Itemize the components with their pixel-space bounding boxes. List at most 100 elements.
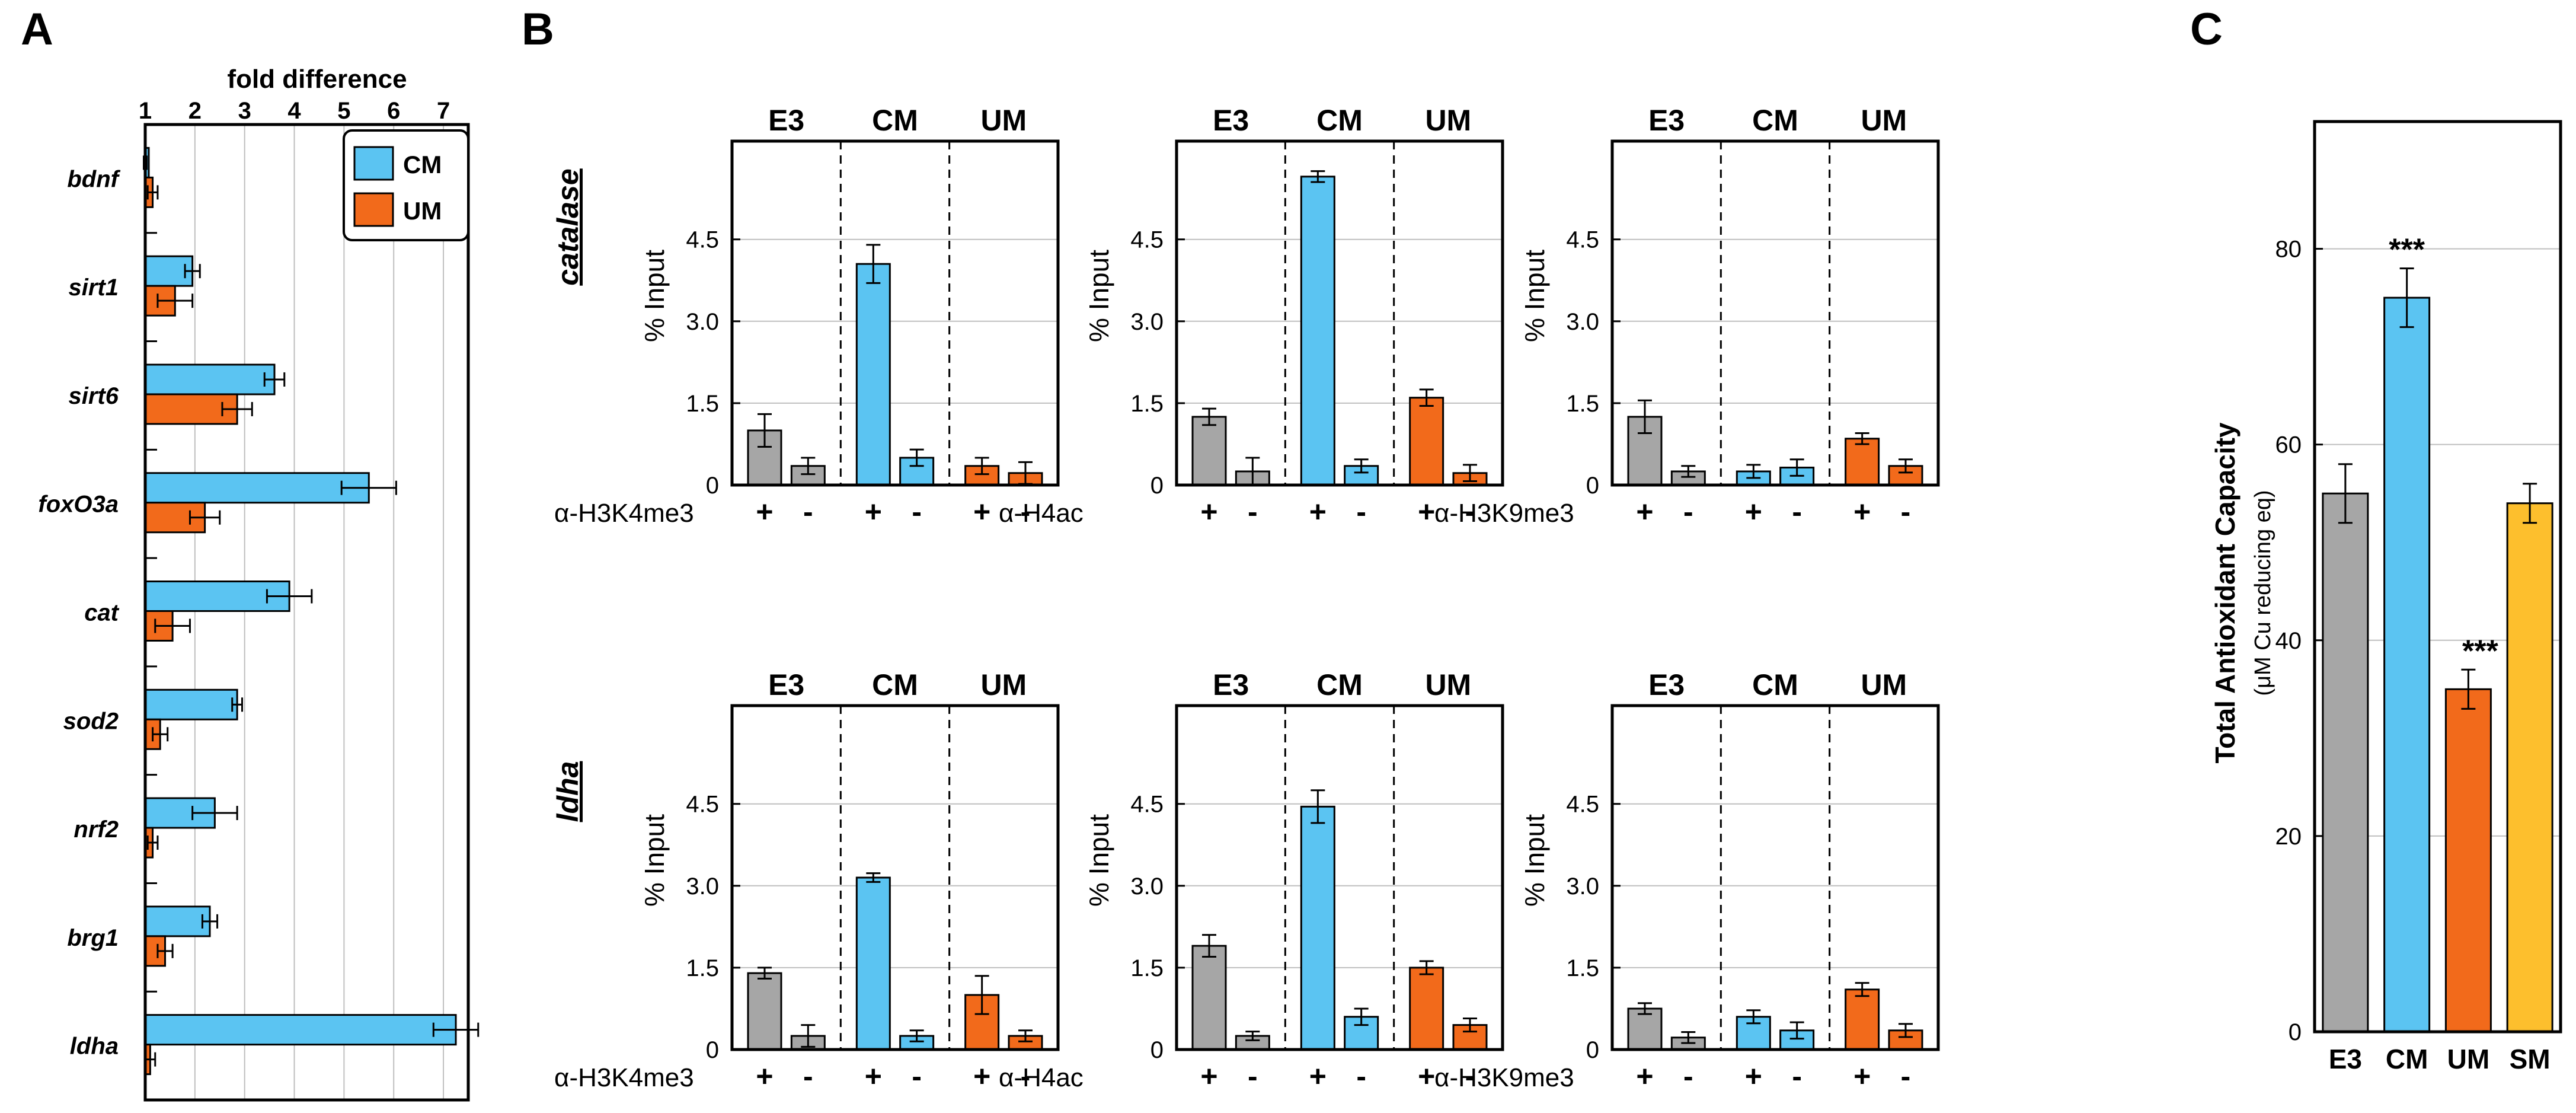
panel-b-condition-label: - xyxy=(1683,495,1693,528)
panel-b-y-tick-label: 0 xyxy=(1586,473,1599,499)
panel-b-group-label-um: UM xyxy=(1425,104,1471,137)
panel-c: 0 20 40 60 80 E3 CM *** UM *** SM Total Antioxidant… xyxy=(2210,120,2562,1074)
panel-a-title: fold difference xyxy=(227,65,407,94)
panel-b-condition-label: - xyxy=(1021,495,1031,528)
panel-b-group-label-um: UM xyxy=(1425,668,1471,701)
panel-b-condition-label: + xyxy=(1418,495,1435,528)
panel-b-group-label-cm: CM xyxy=(1752,104,1798,137)
panel-a-plot-frame xyxy=(143,123,470,1102)
panel-b-y-tick-label: 4.5 xyxy=(1566,227,1599,253)
panel-b-y-axis-label: % Input xyxy=(1519,250,1550,342)
panel-b-y-tick-label: 0 xyxy=(1150,473,1164,499)
panel-a-x-tick-label: 3 xyxy=(238,98,251,124)
panel-b-y-tick-label: 4.5 xyxy=(686,227,719,253)
panel-b-antibody-label: α-H3K9me3 xyxy=(1434,499,1574,528)
panel-b-condition-label: - xyxy=(803,1060,813,1093)
panel-a-x-tick-label: 6 xyxy=(387,98,400,124)
panel-b-y-tick-label: 3.0 xyxy=(1130,309,1164,335)
panel-b-y-axis-label: % Input xyxy=(1084,814,1114,907)
panel-b-y-tick-label: 1.5 xyxy=(686,391,719,417)
panel-b-bar-cm xyxy=(1300,805,1335,1051)
panel-b-antibody-label: α-H4ac xyxy=(999,1063,1084,1092)
panel-b-group-label-cm: CM xyxy=(872,104,918,137)
panel-b-condition-label: + xyxy=(865,1060,882,1093)
panel-b-group-label-e3: E3 xyxy=(1213,104,1249,137)
panel-c-y-axis-label: Total Antioxidant Capacity xyxy=(2210,422,2241,763)
panel-b-y-tick-label: 3.0 xyxy=(686,309,719,335)
panel-a-x-tick-label: 5 xyxy=(337,98,350,124)
panel-b-y-tick-label: 0 xyxy=(1586,1037,1599,1063)
panel-b-condition-label: + xyxy=(1745,495,1762,528)
panel-b-condition-label: - xyxy=(1792,1060,1802,1093)
panel-b-y-tick-label: 4.5 xyxy=(1566,792,1599,818)
panel-b-y-tick-label: 3.0 xyxy=(1566,309,1599,335)
panel-b-antibody-label: α-H3K4me3 xyxy=(554,499,694,528)
panel-b-y-axis-label: % Input xyxy=(1519,814,1550,907)
panel-b-group-label-cm: CM xyxy=(1752,668,1798,701)
panel-b-condition-label: + xyxy=(756,495,773,528)
panel-a-bar-cm xyxy=(144,688,238,720)
panel-b-condition-label: - xyxy=(1901,495,1911,528)
panel-a-category-label: sod2 xyxy=(63,708,119,734)
panel-b-condition-label: + xyxy=(865,495,882,528)
panel-a-category-label: cat xyxy=(84,600,119,626)
panel-b-y-tick-label: 4.5 xyxy=(1130,792,1164,818)
panel-b-group-label-cm: CM xyxy=(872,668,918,701)
panel-b-bar-um xyxy=(1845,438,1880,486)
panel-b-bar-um xyxy=(1409,967,1444,1051)
panel-c-bar-e3 xyxy=(2322,492,2369,1033)
panel-b-group-label-cm: CM xyxy=(1316,668,1363,701)
panel-b-group-label-um: UM xyxy=(980,104,1027,137)
panel-a-category-label: bdnf xyxy=(67,166,120,192)
panel-b-group-label-e3: E3 xyxy=(768,668,804,701)
panel-c-bar-sm xyxy=(2506,502,2553,1033)
panel-b-condition-label: - xyxy=(912,1060,922,1093)
panel-c-significance-marker: *** xyxy=(2462,634,2498,668)
panel-b-bar-e3 xyxy=(747,972,782,1051)
panel-label-a: A xyxy=(21,4,53,55)
panel-c-y-tick-label: 40 xyxy=(2275,628,2302,654)
panel-b-y-tick-label: 1.5 xyxy=(1130,955,1164,981)
panel-b-condition-label: + xyxy=(1309,1060,1327,1093)
panel-b-group-label-um: UM xyxy=(1861,104,1907,137)
panel-b-y-tick-label: 0 xyxy=(706,473,719,499)
panel-c-plot-frame xyxy=(2313,120,2562,1034)
panel-a-category-label: foxO3a xyxy=(38,492,119,518)
panel-a-category-label: sirt6 xyxy=(69,383,119,409)
panel-a-x-tick-label: 1 xyxy=(139,98,152,124)
panel-label-b: B xyxy=(522,4,554,55)
panel-b-antibody-label: α-H4ac xyxy=(999,499,1084,528)
panel-b-plot-frame xyxy=(1610,704,1940,1051)
panel-a-bar-cm xyxy=(144,1014,457,1046)
panel-a: fold difference 1 2 3 4 5 6 7 bdnf sirt1 sirt6 foxO… xyxy=(38,65,480,1102)
panel-b-group-label-e3: E3 xyxy=(1648,668,1685,701)
panel-b-condition-label: - xyxy=(1901,1060,1911,1093)
panel-b-group-label-e3: E3 xyxy=(1213,668,1249,701)
panel-b-y-tick-label: 0 xyxy=(706,1037,719,1063)
panel-b-group-label-e3: E3 xyxy=(1648,104,1685,137)
panel-a-x-tick-label: 7 xyxy=(437,98,450,124)
panel-b-gene-label-ldha: ldha xyxy=(551,761,584,822)
panel-b-y-tick-label: 1.5 xyxy=(1566,955,1599,981)
panel-b-gene-label-catalase: catalase xyxy=(551,168,584,285)
panel-b-condition-label: - xyxy=(1248,1060,1258,1093)
panel-b-condition-label: + xyxy=(1745,1060,1762,1093)
panel-b-bar-cm xyxy=(855,876,891,1051)
panel-b-condition-label: - xyxy=(1248,495,1258,528)
panel-c-category-label: CM xyxy=(2386,1044,2428,1074)
panel-b-plot-frame xyxy=(730,704,1060,1051)
panel-b-y-tick-label: 3.0 xyxy=(686,873,719,900)
panel-b-plot-frame xyxy=(1610,139,1940,487)
panel-b-condition-label: + xyxy=(1200,1060,1217,1093)
panel-b-condition-label: + xyxy=(1418,1060,1435,1093)
panel-b-condition-label: + xyxy=(1200,495,1217,528)
panel-b-y-axis-label: % Input xyxy=(639,814,670,907)
panel-b-y-tick-label: 3.0 xyxy=(1130,873,1164,900)
